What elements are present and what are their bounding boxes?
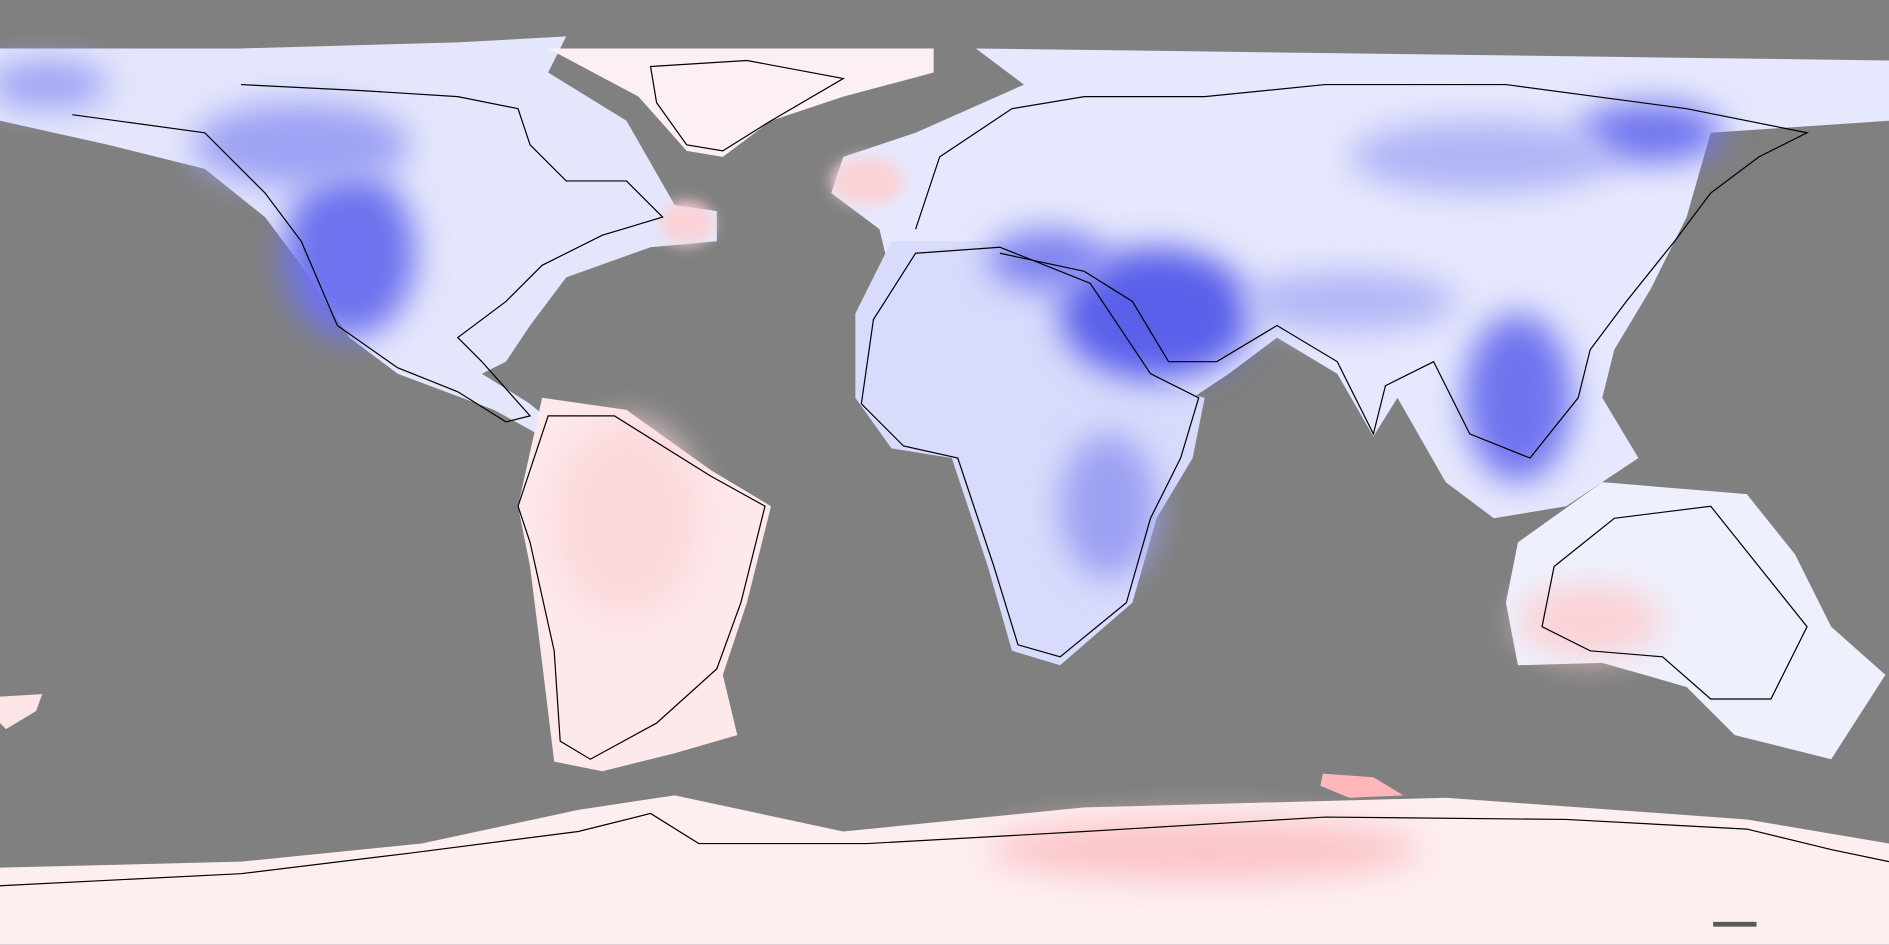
cold-patch [283, 168, 416, 338]
warm-patch [987, 819, 1422, 880]
coastline [0, 812, 1889, 887]
antarctic-peninsula-patch [1320, 773, 1404, 798]
pacific-island [0, 694, 43, 730]
greenland [548, 48, 934, 157]
australia [1505, 482, 1886, 760]
warm-patch [831, 156, 904, 206]
cold-patch [1349, 120, 1615, 194]
coastline [1541, 505, 1808, 700]
cold-patch [1578, 102, 1723, 163]
cold-patch [192, 102, 410, 187]
scale-mark [1713, 921, 1757, 927]
cold-patch [1060, 433, 1157, 579]
coastline [915, 83, 1809, 459]
warm-patch [1517, 584, 1663, 657]
cold-patch [1060, 247, 1253, 380]
cold-patch [987, 229, 1109, 290]
coastline [72, 83, 664, 423]
cold-patch [1463, 313, 1573, 483]
cold-patch [1240, 271, 1458, 332]
coastline [517, 415, 766, 760]
coastline [649, 59, 846, 152]
anomaly-patches [0, 60, 1723, 880]
antarctica [0, 795, 1889, 945]
warm-patch [660, 201, 714, 245]
coastlines [0, 59, 1889, 887]
cold-patch [0, 60, 109, 109]
warm-patch [554, 421, 699, 615]
coastline [860, 246, 1200, 658]
